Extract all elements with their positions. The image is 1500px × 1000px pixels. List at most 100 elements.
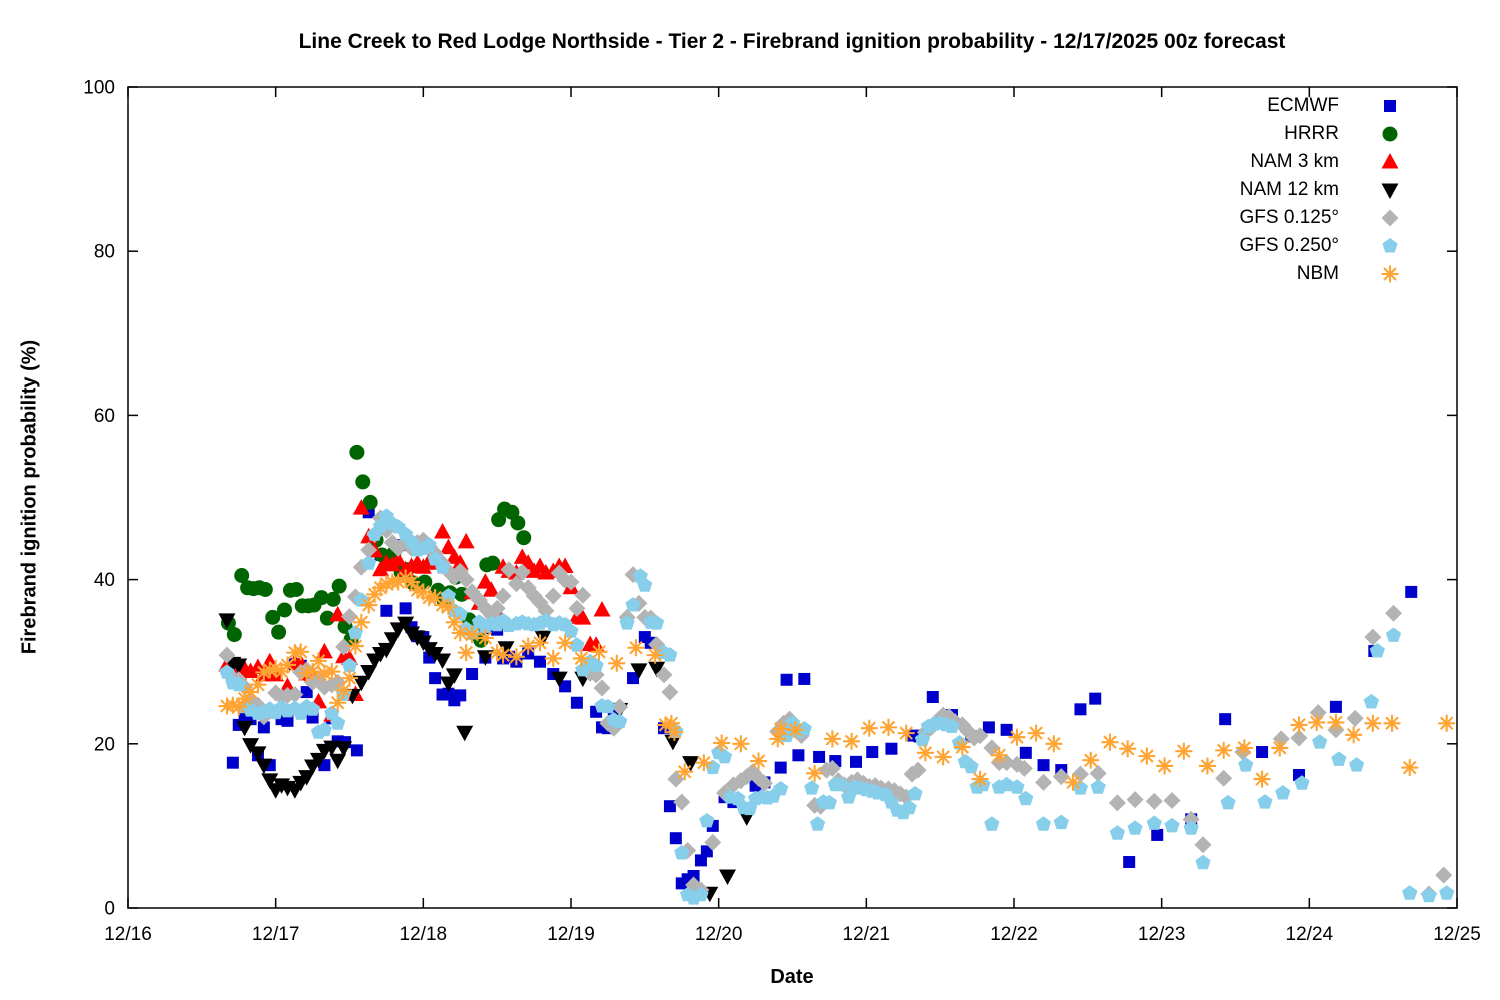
data-point	[1216, 743, 1231, 758]
series-gfs-0-250-	[219, 508, 1455, 905]
data-point	[280, 658, 295, 672]
hrrr-circle-icon	[1382, 126, 1398, 142]
data-point	[661, 683, 679, 701]
legend-item-nam3km: NAM 3 km	[1240, 148, 1404, 176]
data-point	[1127, 820, 1143, 835]
data-point	[1072, 780, 1089, 795]
data-point	[434, 522, 452, 539]
x-axis: 12/16 12/17 12/18 12/19 12/20 12/21 12/22 12/23…	[104, 87, 1481, 945]
data-point	[466, 668, 479, 681]
data-point	[1385, 604, 1403, 622]
data-point	[490, 645, 504, 660]
series-nbm	[218, 569, 1456, 791]
data-point	[649, 615, 665, 630]
data-point	[665, 723, 683, 741]
data-point	[439, 598, 457, 616]
series-nam-12-km	[218, 613, 756, 903]
data-point	[341, 608, 358, 626]
data-point	[813, 750, 826, 763]
data-point	[319, 610, 335, 626]
data-point	[611, 698, 629, 716]
data-point	[355, 474, 371, 490]
data-point	[1175, 742, 1193, 760]
data-point	[325, 591, 341, 607]
data-point	[862, 721, 877, 735]
data-point	[590, 643, 608, 661]
data-point	[531, 634, 549, 652]
data-point	[410, 583, 425, 598]
data-point	[1383, 714, 1401, 732]
data-point	[278, 656, 296, 674]
data-point	[612, 713, 628, 729]
data-point	[537, 602, 555, 620]
data-point	[901, 799, 917, 815]
x-tick-label: 12/18	[400, 924, 448, 945]
data-point	[476, 650, 494, 666]
data-point	[674, 845, 690, 860]
data-point	[447, 615, 462, 630]
data-point	[574, 609, 592, 625]
data-point	[637, 577, 653, 592]
data-point	[1405, 585, 1418, 598]
data-point	[242, 738, 260, 754]
data-point	[230, 658, 248, 674]
data-point	[298, 770, 316, 786]
data-point	[440, 588, 456, 603]
data-point	[533, 655, 546, 668]
data-point	[257, 721, 270, 734]
data-point	[1439, 885, 1455, 900]
data-point	[1255, 772, 1269, 786]
data-point	[494, 646, 512, 664]
data-point	[984, 816, 1000, 831]
data-point	[429, 672, 442, 685]
data-point	[1253, 770, 1271, 788]
data-point	[361, 555, 377, 570]
data-point	[1103, 735, 1117, 749]
data-point	[398, 571, 413, 585]
ecmwf-square-icon	[1384, 100, 1396, 112]
data-point	[833, 776, 849, 792]
x-axis-title: Date	[770, 966, 814, 988]
data-point	[1327, 713, 1345, 731]
data-point	[360, 541, 378, 559]
data-point	[1089, 764, 1107, 782]
data-point	[341, 669, 358, 687]
data-point	[544, 587, 562, 605]
data-point	[519, 637, 537, 655]
legend: ECMWF HRRR NAM 3 km NAM 12 km GFS 0.125°…	[1240, 92, 1404, 288]
data-point	[792, 749, 805, 762]
data-point	[1312, 734, 1328, 749]
data-point	[569, 637, 585, 652]
data-point	[559, 680, 572, 693]
data-point	[1237, 741, 1252, 755]
x-tick-label: 12/22	[990, 924, 1038, 945]
data-point	[673, 793, 691, 811]
data-point	[663, 800, 676, 813]
data-point	[843, 732, 861, 750]
data-point	[971, 727, 989, 745]
data-point	[574, 651, 589, 666]
data-point	[600, 698, 616, 714]
legend-item-nam12km: NAM 12 km	[1240, 176, 1404, 204]
y-axis: 0 20 40 60 80 100	[83, 78, 1457, 920]
data-point	[1066, 775, 1080, 790]
data-point	[563, 623, 579, 638]
data-point	[236, 720, 254, 737]
data-point	[1363, 693, 1379, 709]
data-point	[383, 632, 401, 648]
data-point	[1146, 815, 1162, 830]
data-point	[1074, 703, 1087, 716]
data-point	[305, 701, 321, 716]
data-point	[751, 754, 766, 768]
data-point	[897, 724, 915, 742]
data-point	[664, 734, 682, 751]
data-point	[550, 671, 568, 688]
data-point	[311, 654, 326, 668]
legend-item-gfs0250: GFS 0.250°	[1240, 232, 1404, 260]
legend-item-hrrr: HRRR	[1240, 120, 1404, 148]
data-point	[380, 604, 393, 617]
data-point	[662, 714, 680, 732]
data-point	[1421, 887, 1437, 903]
data-point	[1309, 715, 1324, 730]
data-point	[786, 721, 804, 739]
